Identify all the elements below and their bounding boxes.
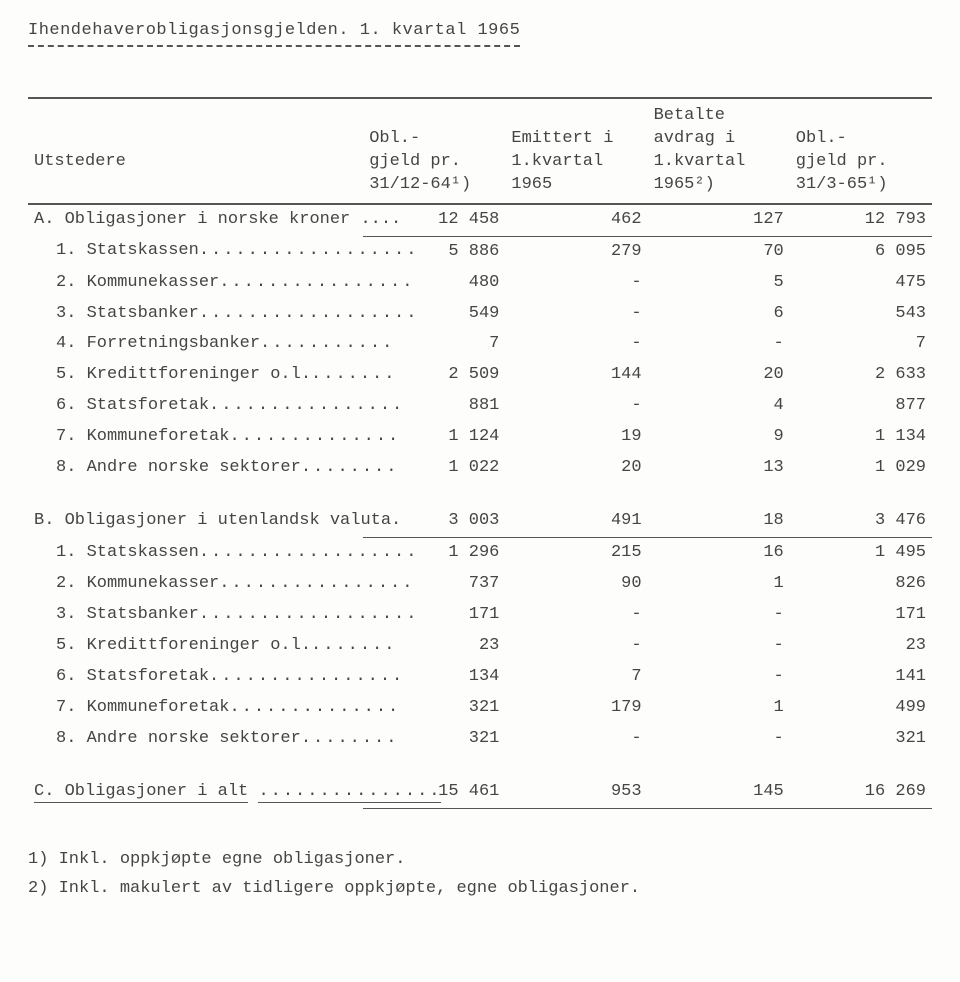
- cell: -: [505, 631, 647, 662]
- cell: 179: [505, 693, 647, 724]
- cell: 9: [648, 422, 790, 453]
- table-row-label: 7. Kommuneforetak ..............: [28, 422, 363, 453]
- cell: 491: [505, 506, 647, 537]
- col-header-2: Emittert i 1.kvartal 1965: [505, 98, 647, 203]
- dot-leader: ................: [219, 574, 414, 593]
- cell: 144: [505, 360, 647, 391]
- dot-leader: ..............: [229, 427, 400, 446]
- dot-leader: ..................: [199, 543, 419, 562]
- table-row-label: 2. Kommunekasser ................: [28, 569, 363, 600]
- cell: -: [505, 268, 647, 299]
- cell: 6: [648, 299, 790, 330]
- dot-leader: ........: [301, 729, 399, 748]
- cell: 20: [648, 360, 790, 391]
- table-row-label: 4. Forretningsbanker ...........: [28, 329, 363, 360]
- cell: 4: [648, 391, 790, 422]
- section-c-label: C. Obligasjoner i alt ...............: [28, 777, 363, 808]
- cell: 127: [648, 204, 790, 236]
- cell: 321: [790, 724, 932, 755]
- cell: 18: [648, 506, 790, 537]
- cell: 23: [790, 631, 932, 662]
- col-header-1: Obl.- gjeld pr. 31/12-64¹): [363, 98, 505, 203]
- table-row-label: 8. Andre norske sektorer ........: [28, 453, 363, 484]
- dot-leader: ................: [219, 273, 414, 292]
- cell: 1: [648, 693, 790, 724]
- dot-leader: ................: [209, 396, 404, 415]
- table-row-label: 5. Kredittforeninger o.l. .......: [28, 631, 363, 662]
- cell: 499: [790, 693, 932, 724]
- footnotes: 1) Inkl. oppkjøpte egne obligasjoner. 2)…: [28, 849, 932, 901]
- dot-leader: ........: [301, 458, 399, 477]
- table-row-label: 1. Statskassen ..................: [28, 236, 363, 267]
- cell: 19: [505, 422, 647, 453]
- cell: 826: [790, 569, 932, 600]
- cell: -: [648, 329, 790, 360]
- cell: 1 029: [790, 453, 932, 484]
- cell: 475: [790, 268, 932, 299]
- cell: 70: [648, 236, 790, 267]
- table-row-label: 1. Statskassen ..................: [28, 538, 363, 569]
- cell: 543: [790, 299, 932, 330]
- dot-leader: ..................: [199, 304, 419, 323]
- cell: 215: [505, 538, 647, 569]
- dot-leader: ..............: [229, 698, 400, 717]
- cell: 90: [505, 569, 647, 600]
- cell: 171: [790, 600, 932, 631]
- cell: 3 476: [790, 506, 932, 537]
- cell: -: [648, 662, 790, 693]
- cell: -: [505, 329, 647, 360]
- cell: 7: [790, 329, 932, 360]
- table-row-label: 3. Statsbanker ..................: [28, 600, 363, 631]
- footnote-2: 2) Inkl. makulert av tidligere oppkjøpte…: [28, 878, 932, 901]
- cell: 16 269: [790, 777, 932, 808]
- cell: 1 495: [790, 538, 932, 569]
- table-row-label: 8. Andre norske sektorer ........: [28, 724, 363, 755]
- cell: 1 134: [790, 422, 932, 453]
- cell: 16: [648, 538, 790, 569]
- cell: 141: [790, 662, 932, 693]
- col-header-3: Betalte avdrag i 1.kvartal 1965²): [648, 98, 790, 203]
- cell: 6 095: [790, 236, 932, 267]
- cell: 145: [648, 777, 790, 808]
- dot-leader: ..................: [199, 605, 419, 624]
- cell: 877: [790, 391, 932, 422]
- dot-leader: ................: [209, 667, 404, 686]
- cell: 20: [505, 453, 647, 484]
- cell: -: [648, 724, 790, 755]
- dot-leader: ..................: [199, 241, 419, 260]
- cell: 12 793: [790, 204, 932, 236]
- cell: -: [648, 600, 790, 631]
- dot-leader: .......: [311, 636, 396, 655]
- table-row-label: 6. Statsforetak ................: [28, 662, 363, 693]
- section-a-label: A. Obligasjoner i norske kroner ....: [28, 204, 363, 236]
- cell: 7: [505, 662, 647, 693]
- cell: -: [505, 724, 647, 755]
- table-row-label: 7. Kommuneforetak ..............: [28, 693, 363, 724]
- cell: 13: [648, 453, 790, 484]
- table-row-label: 2. Kommunekasser ................: [28, 268, 363, 299]
- dot-leader: ...............: [258, 782, 441, 803]
- data-table: Utstedere Obl.- gjeld pr. 31/12-64¹) Emi…: [28, 97, 932, 809]
- cell: -: [505, 391, 647, 422]
- col-header-4: Obl.- gjeld pr. 31/3-65¹): [790, 98, 932, 203]
- table-row-label: 6. Statsforetak ................: [28, 391, 363, 422]
- cell: -: [505, 600, 647, 631]
- cell: 462: [505, 204, 647, 236]
- cell: -: [505, 299, 647, 330]
- cell: 2 633: [790, 360, 932, 391]
- dot-leader: ...........: [260, 334, 394, 353]
- footnote-1: 1) Inkl. oppkjøpte egne obligasjoner.: [28, 849, 932, 872]
- cell: 1: [648, 569, 790, 600]
- cell: 5: [648, 268, 790, 299]
- table-row-label: 5. Kredittforeninger o.l. .......: [28, 360, 363, 391]
- table-row-label: 3. Statsbanker ..................: [28, 299, 363, 330]
- section-b-label: B. Obligasjoner i utenlandsk valuta.: [28, 506, 363, 537]
- col-header-utstedere: Utstedere: [28, 98, 363, 203]
- cell: 953: [505, 777, 647, 808]
- cell: 279: [505, 236, 647, 267]
- dot-leader: .......: [311, 365, 396, 384]
- cell: -: [648, 631, 790, 662]
- page-title: Ihendehaverobligasjonsgjelden. 1. kvarta…: [28, 20, 520, 47]
